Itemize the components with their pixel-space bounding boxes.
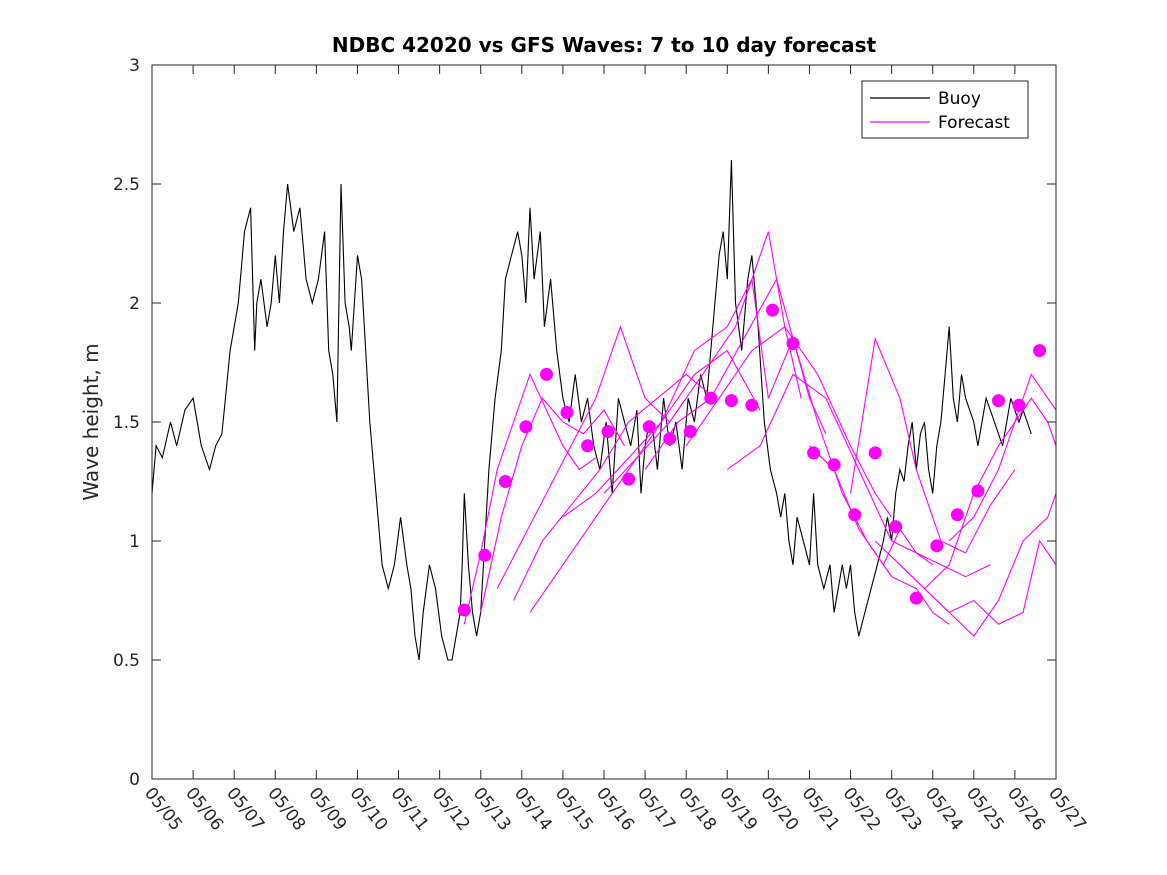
y-tick-label: 1.5 bbox=[113, 413, 140, 433]
y-axis-label: Wave height, m bbox=[79, 343, 103, 500]
forecast-point bbox=[1033, 344, 1047, 358]
y-tick-label: 1 bbox=[129, 532, 140, 552]
legend-label-buoy: Buoy bbox=[938, 89, 981, 109]
forecast-run-line-15 bbox=[924, 373, 1057, 589]
legend: Buoy Forecast bbox=[861, 80, 1029, 139]
forecast-point bbox=[868, 446, 882, 460]
forecast-run-line-6 bbox=[603, 231, 802, 494]
forecast-point bbox=[704, 391, 718, 405]
forecast-run-line-2 bbox=[496, 325, 671, 589]
plot-area bbox=[152, 65, 1056, 779]
y-tick-label: 2 bbox=[129, 294, 140, 314]
forecast-point bbox=[745, 398, 759, 412]
forecast-point bbox=[642, 420, 656, 434]
forecast-point bbox=[827, 458, 841, 472]
forecast-run-line-4 bbox=[529, 349, 761, 613]
forecast-point bbox=[786, 337, 800, 350]
forecast-point bbox=[601, 425, 615, 438]
forecast-run-line-12 bbox=[849, 336, 1016, 554]
y-tick-label: 0.5 bbox=[113, 651, 140, 671]
y-tick-label: 2.5 bbox=[113, 175, 140, 195]
forecast-point bbox=[724, 394, 738, 408]
forecast-point bbox=[478, 548, 492, 562]
forecast-run-line-14 bbox=[899, 539, 1057, 625]
forecast-point bbox=[560, 406, 574, 419]
forecast-point bbox=[950, 508, 964, 522]
forecast-point bbox=[540, 367, 553, 381]
forecast-point bbox=[1012, 398, 1026, 412]
forecast-run-line-5 bbox=[562, 277, 769, 518]
forecast-point bbox=[581, 439, 595, 453]
forecast-run-line-0 bbox=[463, 372, 597, 625]
forecast-point bbox=[930, 539, 944, 553]
forecast-run-line-8 bbox=[685, 326, 893, 518]
legend-box bbox=[861, 80, 1029, 139]
forecast-point bbox=[519, 420, 533, 434]
forecast-run-line-1 bbox=[480, 397, 625, 613]
forecast-point bbox=[992, 394, 1005, 408]
forecast-point bbox=[498, 475, 512, 488]
series-layer bbox=[151, 160, 1057, 661]
forecast-point bbox=[971, 484, 985, 498]
forecast-point bbox=[889, 520, 903, 534]
forecast-run-line-7 bbox=[644, 277, 827, 470]
y-tick-label: 3 bbox=[129, 56, 140, 76]
forecast-point bbox=[909, 591, 923, 605]
chart-title: NDBC 42020 vs GFS Waves: 7 to 10 day for… bbox=[332, 33, 877, 57]
legend-label-forecast: Forecast bbox=[938, 113, 1010, 133]
y-tick-label: 0 bbox=[129, 770, 140, 790]
forecast-point bbox=[663, 432, 677, 446]
forecast-point bbox=[683, 425, 697, 438]
forecast-point bbox=[622, 472, 636, 486]
forecast-point bbox=[766, 303, 779, 317]
forecast-run-line-9 bbox=[726, 373, 934, 566]
forecast-point bbox=[807, 446, 821, 460]
forecast-point bbox=[457, 603, 471, 617]
forecast-point bbox=[848, 508, 862, 522]
